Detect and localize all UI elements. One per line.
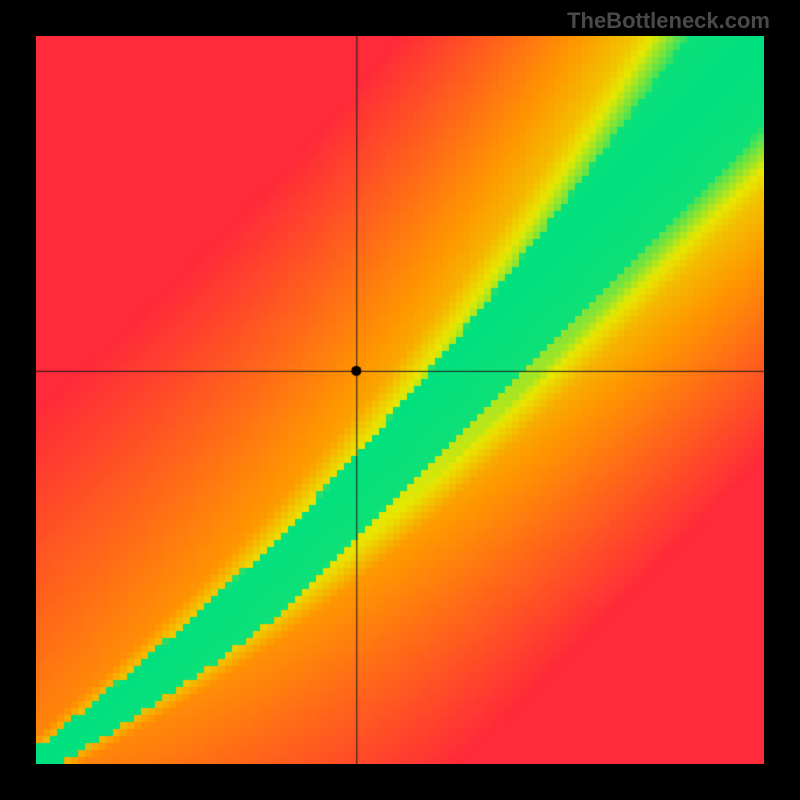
watermark-text: TheBottleneck.com: [567, 8, 770, 34]
bottleneck-heatmap: [36, 36, 764, 764]
chart-container: { "watermark": "TheBottleneck.com", "cha…: [0, 0, 800, 800]
